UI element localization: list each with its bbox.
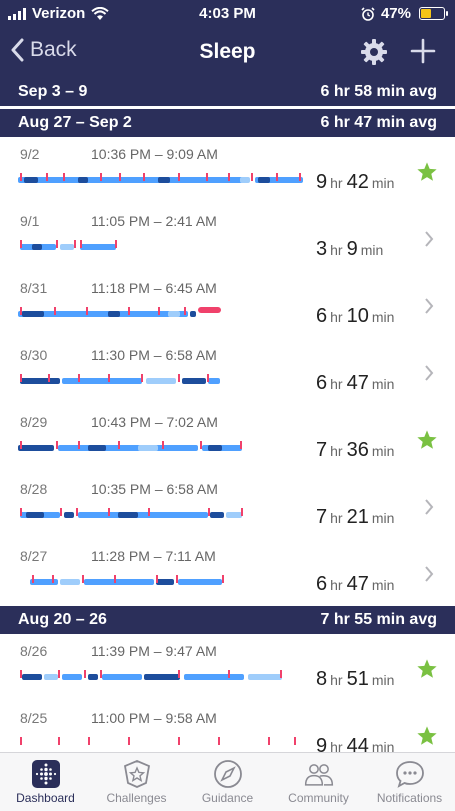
week-header[interactable]: Sep 3 – 9 6 hr 58 min avg	[0, 78, 455, 106]
back-label: Back	[30, 38, 77, 61]
wifi-icon	[91, 6, 110, 20]
chevron-right-icon[interactable]	[424, 565, 434, 583]
alarm-clock-icon	[361, 6, 375, 21]
log-time-range: 11:18 PM – 6:45 AM	[91, 280, 217, 296]
back-button[interactable]: Back	[10, 38, 77, 62]
top-bar: Verizon 4:03 PM 47% Back Sleep	[0, 0, 455, 78]
sleep-stages-bar	[18, 307, 223, 321]
tab-label: Community	[288, 791, 349, 805]
log-time-range: 10:43 PM – 7:02 AM	[91, 414, 218, 430]
sleep-duration: 6 hr 47 min	[316, 573, 395, 595]
sleep-duration: 3 hr 9 min	[316, 238, 384, 260]
chevron-right-icon[interactable]	[424, 230, 434, 248]
sleep-log-row[interactable]: 8/30 11:30 PM – 6:58 AM 6 hr 47 min	[0, 338, 455, 406]
sleep-stages-bar	[18, 575, 228, 589]
week-average: 6 hr 58 min avg	[320, 83, 438, 100]
status-bar: Verizon 4:03 PM 47%	[0, 0, 455, 26]
tab-bar: Dashboard Challenges Guidance Community …	[0, 752, 455, 811]
sleep-duration: 9 hr 42 min	[316, 171, 395, 193]
battery-percent: 47%	[380, 5, 411, 22]
challenges-star-icon	[123, 760, 150, 788]
sleep-duration: 9 hr 44 min	[316, 735, 395, 757]
log-date: 8/25	[20, 710, 48, 726]
log-time-range: 11:00 PM – 9:58 AM	[91, 710, 217, 726]
tab-guidance[interactable]: Guidance	[182, 753, 273, 811]
sleep-stages-bar	[18, 173, 303, 187]
signal-icon	[8, 7, 26, 20]
chevron-right-icon[interactable]	[424, 297, 434, 315]
log-time-range: 10:36 PM – 9:09 AM	[91, 146, 218, 162]
sleep-duration: 6 hr 47 min	[316, 372, 395, 394]
tab-label: Notifications	[376, 791, 443, 805]
sleep-duration: 8 hr 51 min	[316, 668, 395, 690]
log-time-range: 11:28 PM – 7:11 AM	[91, 548, 216, 564]
sleep-stages-bar	[18, 670, 283, 684]
star-icon	[417, 659, 437, 678]
compass-icon	[213, 760, 242, 788]
dashboard-icon	[31, 760, 60, 788]
sleep-log-row[interactable]: 8/31 11:18 PM – 6:45 AM 6 hr 10 min	[0, 271, 455, 339]
sleep-duration: 6 hr 10 min	[316, 305, 395, 327]
battery-icon	[419, 7, 448, 20]
sleep-log-row[interactable]: 8/29 10:43 PM – 7:02 AM 7 hr 36 min	[0, 405, 455, 473]
log-time-range: 11:05 PM – 2:41 AM	[91, 213, 217, 229]
log-time-range: 11:39 PM – 9:47 AM	[91, 643, 217, 659]
sleep-stages-bar	[18, 508, 243, 522]
chat-bubble-icon	[395, 761, 424, 788]
log-time-range: 11:30 PM – 6:58 AM	[91, 347, 217, 363]
sleep-stages-bar	[18, 374, 220, 388]
chevron-right-icon[interactable]	[424, 498, 434, 516]
log-time-range: 10:35 PM – 6:58 AM	[91, 481, 218, 497]
chevron-right-icon[interactable]	[424, 364, 434, 382]
tab-challenges[interactable]: Challenges	[91, 753, 182, 811]
status-time: 4:03 PM	[199, 5, 256, 22]
sleep-stages-bar	[18, 240, 118, 254]
tab-notifications[interactable]: Notifications	[364, 753, 455, 811]
nav-bar: Back Sleep	[0, 28, 455, 76]
log-date: 8/26	[20, 643, 48, 659]
week-range: Aug 20 – 26	[18, 611, 107, 628]
week-header[interactable]: Aug 27 – Sep 2 6 hr 47 min avg	[0, 109, 455, 137]
sleep-log-row[interactable]: 8/27 11:28 PM – 7:11 AM 6 hr 47 min	[0, 539, 455, 607]
sleep-duration: 7 hr 36 min	[316, 439, 395, 461]
sleep-stages-bar	[18, 737, 298, 751]
sleep-stages-bar	[18, 441, 243, 455]
week-average: 6 hr 47 min avg	[320, 114, 438, 131]
add-icon[interactable]	[410, 38, 436, 64]
sleep-log-row[interactable]: 9/2 10:36 PM – 9:09 AM 9 hr 42 min	[0, 137, 455, 205]
tab-label: Challenges	[106, 791, 167, 805]
star-icon	[417, 162, 437, 181]
log-date: 8/29	[20, 414, 48, 430]
star-icon	[417, 430, 437, 449]
log-date: 9/2	[20, 146, 40, 162]
sleep-log-row[interactable]: 8/26 11:39 PM – 9:47 AM 8 hr 51 min	[0, 634, 455, 702]
divider	[0, 106, 455, 109]
tab-label: Guidance	[201, 791, 254, 805]
log-date: 8/31	[20, 280, 48, 296]
week-range: Sep 3 – 9	[18, 83, 88, 100]
tab-community[interactable]: Community	[273, 753, 364, 811]
page-title: Sleep	[199, 40, 256, 63]
week-average: 7 hr 55 min avg	[320, 611, 438, 628]
star-icon	[417, 726, 437, 745]
people-icon	[304, 764, 333, 786]
week-header[interactable]: Aug 20 – 26 7 hr 55 min avg	[0, 606, 455, 634]
log-date: 9/1	[20, 213, 40, 229]
week-range: Aug 27 – Sep 2	[18, 114, 132, 131]
tab-label: Dashboard	[16, 791, 75, 805]
tab-dashboard[interactable]: Dashboard	[0, 753, 91, 811]
sleep-log-row[interactable]: 8/28 10:35 PM – 6:58 AM 7 hr 21 min	[0, 472, 455, 540]
carrier-label: Verizon	[32, 5, 86, 22]
log-date: 8/27	[20, 548, 48, 564]
chevron-left-icon	[11, 38, 24, 62]
log-date: 8/30	[20, 347, 48, 363]
sleep-duration: 7 hr 21 min	[316, 506, 395, 528]
gear-icon[interactable]	[360, 38, 388, 66]
sleep-log-row[interactable]: 9/1 11:05 PM – 2:41 AM 3 hr 9 min	[0, 204, 455, 272]
log-date: 8/28	[20, 481, 48, 497]
